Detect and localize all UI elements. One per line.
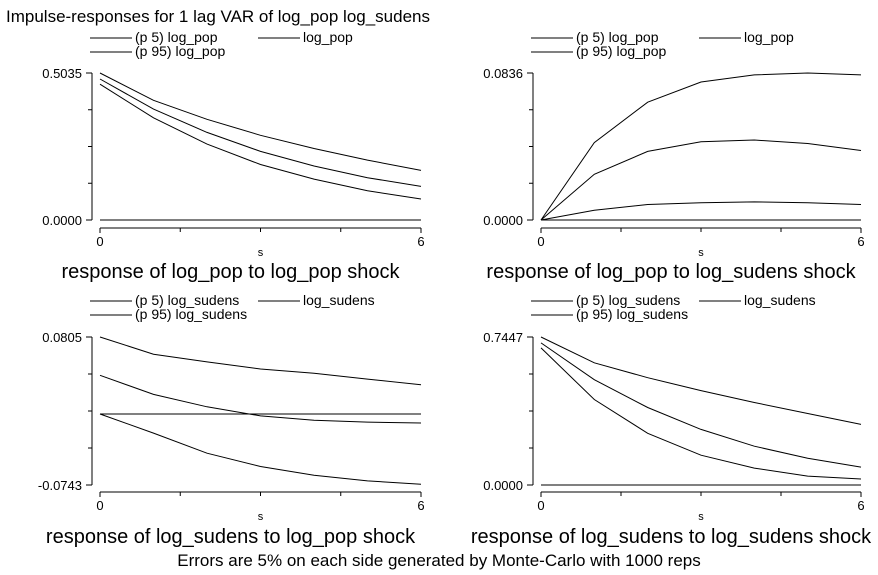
legend-label: (p 5) log_sudens bbox=[576, 292, 680, 308]
legend: (p 5) log_sudens log_sudens (p 95) log_sud… bbox=[531, 292, 816, 322]
x-tick-label: 0 bbox=[537, 498, 544, 513]
x-axis-label: s bbox=[698, 511, 704, 523]
series-line-log-pop bbox=[540, 139, 862, 221]
legend-label: log_pop bbox=[303, 29, 353, 45]
legend-label: (p 95) log_pop bbox=[576, 43, 667, 59]
figure-title: Impulse-responses for 1 lag VAR of log_p… bbox=[6, 7, 430, 26]
series-line--p-5-log-pop bbox=[540, 201, 862, 221]
legend-label: (p 95) log_sudens bbox=[135, 306, 247, 322]
figure-note: Errors are 5% on each side generated by … bbox=[177, 551, 701, 570]
x-tick-label: 0 bbox=[96, 498, 103, 513]
legend: (p 5) log_pop log_pop (p 95) log_pop bbox=[531, 29, 794, 59]
legend-label: (p 5) log_pop bbox=[576, 29, 659, 45]
legend: (p 5) log_sudens log_sudens (p 95) log_sud… bbox=[90, 292, 375, 322]
legend-label: log_pop bbox=[744, 29, 794, 45]
y-tick-label: 0.5035 bbox=[42, 66, 82, 81]
series-line-log-pop bbox=[99, 78, 422, 187]
series-line--p-95-log-pop bbox=[99, 72, 422, 171]
series-line--p-5-log-sudens bbox=[540, 347, 862, 480]
y-tick-label: -0.0743 bbox=[38, 478, 82, 493]
panel-title: response of log_pop to log_pop shock bbox=[61, 261, 400, 283]
legend-label: (p 5) log_pop bbox=[135, 29, 218, 45]
series-line-log-sudens bbox=[99, 374, 422, 424]
x-tick-label: 6 bbox=[857, 498, 864, 513]
panel-title: response of log_sudens to log_pop shock bbox=[46, 526, 416, 548]
legend-label: log_sudens bbox=[303, 292, 375, 308]
y-tick-label: 0.0000 bbox=[42, 213, 82, 228]
series-line--p-95-log-sudens bbox=[540, 336, 862, 425]
chart-panels: 0.5035 0.0000 0 6 s response of log_pop to lo… bbox=[38, 29, 872, 548]
y-tick-label: 0.0836 bbox=[483, 66, 523, 81]
y-tick-label: 0.0000 bbox=[483, 213, 523, 228]
x-axis-label: s bbox=[258, 511, 264, 523]
x-tick-label: 0 bbox=[96, 234, 103, 249]
legend-label: (p 95) log_pop bbox=[135, 43, 226, 59]
series-line--p-95-log-pop bbox=[540, 72, 862, 221]
x-tick-label: 6 bbox=[417, 234, 424, 249]
chart-panel-3: 0.0805 -0.0743 0 6 s response of log_sudens t… bbox=[38, 292, 425, 548]
series-line--p-5-log-pop bbox=[99, 83, 422, 200]
y-tick-label: 0.0805 bbox=[42, 330, 82, 345]
panel-title: response of log_sudens to log_sudens sho… bbox=[471, 526, 872, 548]
x-axis-label: s bbox=[698, 247, 704, 259]
x-tick-label: 0 bbox=[537, 234, 544, 249]
legend-label: (p 95) log_sudens bbox=[576, 306, 688, 322]
chart-panel-2: 0.0836 0.0000 0 6 s response of log_pop to lo… bbox=[483, 29, 864, 283]
chart-panel-1: 0.5035 0.0000 0 6 s response of log_pop to lo… bbox=[42, 29, 424, 283]
series-line-log-sudens bbox=[540, 342, 862, 468]
x-tick-label: 6 bbox=[417, 498, 424, 513]
series-line--p-5-log-sudens bbox=[99, 413, 422, 485]
series-line--p-95-log-sudens bbox=[99, 336, 422, 386]
legend-label: (p 5) log_sudens bbox=[135, 292, 239, 308]
y-tick-label: 0.7447 bbox=[483, 330, 523, 345]
x-axis-label: s bbox=[258, 247, 264, 259]
legend-label: log_sudens bbox=[744, 292, 816, 308]
y-tick-label: 0.0000 bbox=[483, 478, 523, 493]
x-tick-label: 6 bbox=[857, 234, 864, 249]
chart-panel-4: 0.7447 0.0000 0 6 s response of log_sudens to… bbox=[471, 292, 872, 548]
panel-title: response of log_pop to log_sudens shock bbox=[486, 261, 856, 283]
legend: (p 5) log_pop log_pop (p 95) log_pop bbox=[90, 29, 353, 59]
